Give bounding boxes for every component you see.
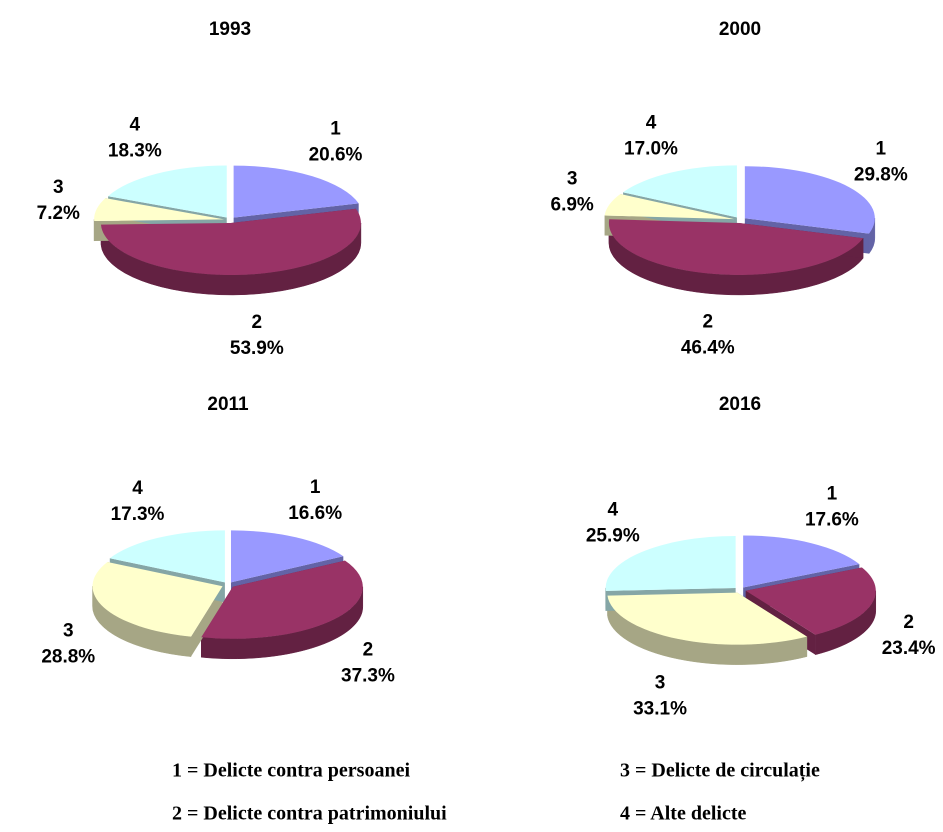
legend-entry: 3 = Delicte de circulație: [620, 760, 820, 783]
slice: [201, 560, 363, 639]
chart-title: 2016: [719, 394, 761, 415]
slice: [108, 165, 227, 218]
slice-name: 4: [132, 478, 143, 499]
slice-name: 3: [655, 672, 666, 693]
slice-value-label: 17.6%: [805, 509, 859, 530]
slice-name: 2: [702, 311, 713, 332]
slice: [233, 165, 359, 218]
slice: [100, 208, 361, 275]
slice: [623, 165, 737, 218]
slice-name: 1: [876, 138, 887, 159]
slice-name: 4: [130, 115, 141, 136]
slice-name: 3: [53, 177, 64, 198]
slice-value-label: 37.3%: [341, 665, 395, 686]
slice: [607, 592, 807, 645]
slice-name: 4: [608, 499, 619, 520]
legend-entry: 4 = Alte delicte: [620, 803, 746, 825]
slice: [744, 166, 875, 234]
slice-name: 1: [310, 477, 321, 498]
slice: [604, 194, 735, 220]
legend-entry: 2 = Delicte contra patrimoniului: [172, 803, 447, 825]
slice-value-label: 28.8%: [41, 647, 95, 668]
slice-depth: [608, 222, 864, 296]
slice-value-label: 53.9%: [230, 338, 284, 359]
slice-value-label: 6.9%: [551, 195, 594, 216]
slice-value-label: 16.6%: [288, 503, 342, 524]
slice-name: 3: [567, 169, 578, 190]
chart-title: 1993: [209, 19, 251, 40]
chart-title: 2000: [719, 19, 761, 40]
slice-name: 2: [252, 312, 263, 333]
slice-name: 1: [330, 119, 341, 140]
slice-value-label: 23.4%: [882, 638, 936, 659]
slice-name: 3: [63, 621, 74, 642]
slice: [608, 219, 864, 275]
slice-name: 4: [646, 112, 657, 133]
slice-value-label: 29.8%: [854, 164, 908, 185]
slice: [745, 567, 876, 635]
slice-name: 2: [363, 639, 374, 660]
slice-value-label: 17.3%: [111, 504, 165, 525]
slice-value-label: 18.3%: [108, 141, 162, 162]
slice-name: 2: [903, 612, 914, 633]
slice: [605, 535, 736, 591]
slice: [109, 530, 225, 583]
legend-entry: 1 = Delicte contra persoanei: [172, 760, 410, 782]
slice-value-label: 7.2%: [37, 203, 80, 224]
slice: [94, 198, 225, 222]
chart-title: 2011: [207, 394, 249, 415]
slice: [743, 535, 860, 588]
slice-value-label: 33.1%: [633, 698, 687, 719]
slice-value-label: 20.6%: [309, 145, 363, 166]
slice-value-label: 25.9%: [586, 525, 640, 546]
slice: [92, 562, 223, 637]
slice-value-label: 17.0%: [624, 138, 678, 159]
slice-name: 1: [827, 483, 838, 504]
slice: [230, 530, 344, 583]
slice-value-label: 46.4%: [681, 337, 735, 358]
